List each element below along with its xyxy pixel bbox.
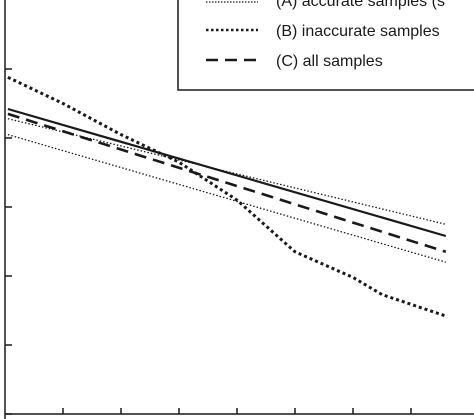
series-line-A_lower <box>7 133 446 263</box>
x-ticks <box>62 408 412 414</box>
series-line-B <box>7 75 447 318</box>
legend: (A) accurate samples (s (B) inaccurate s… <box>177 0 474 91</box>
legend-box <box>177 0 474 91</box>
legend-label-c: (C) all samples <box>276 53 383 70</box>
series-line-C <box>7 112 447 254</box>
series-layer <box>7 75 447 318</box>
legend-label-a: (A) accurate samples (s <box>276 0 445 10</box>
series-line-solid <box>7 107 447 238</box>
y-ticks <box>5 68 12 415</box>
legend-label-b: (B) inaccurate samples <box>276 23 440 40</box>
series-line-A_upper <box>7 118 446 225</box>
